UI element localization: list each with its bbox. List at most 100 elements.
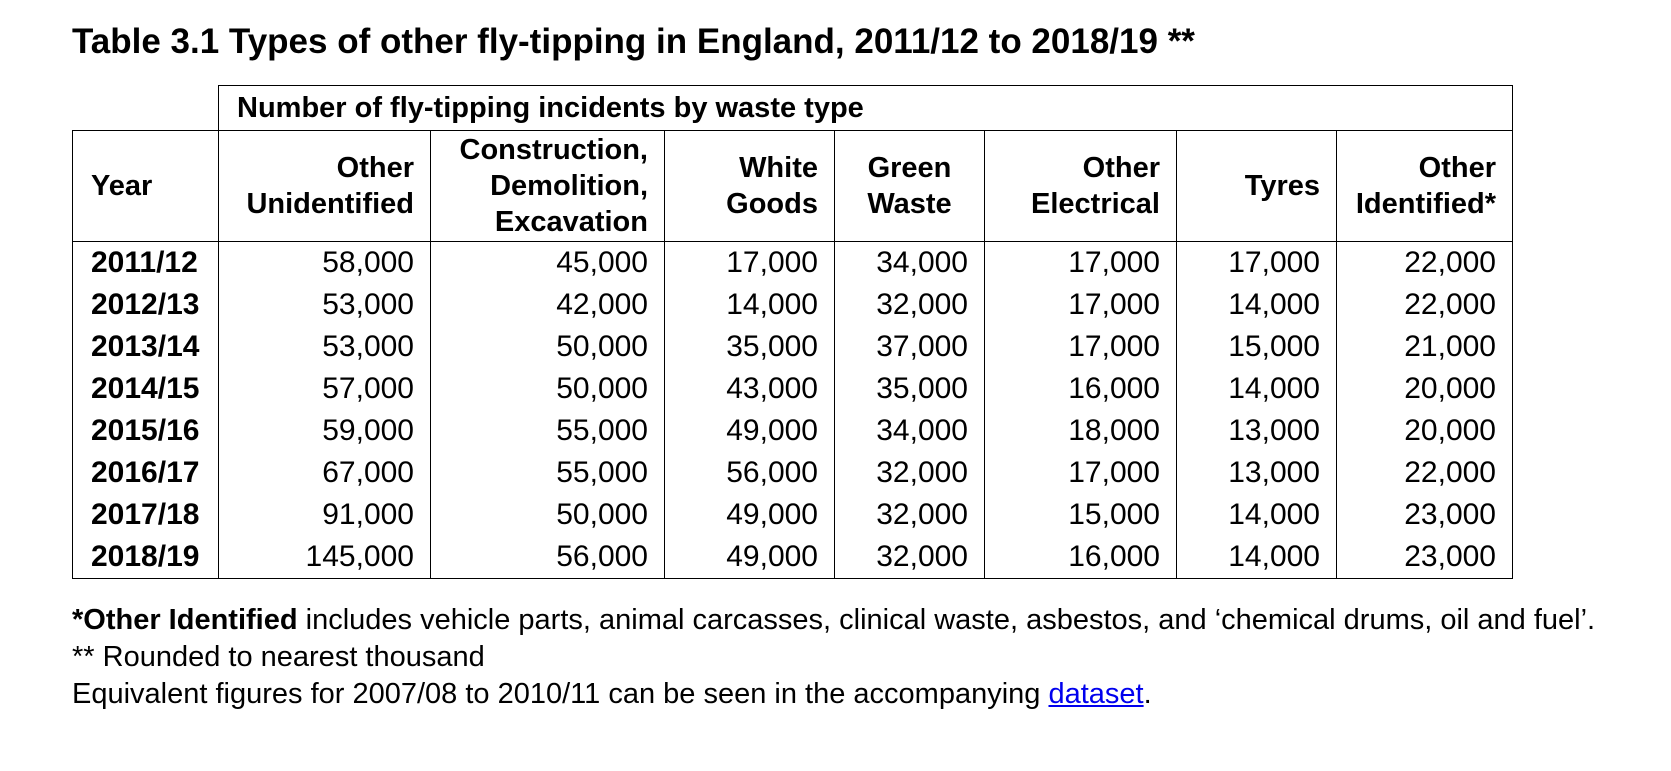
table-row: 2013/14 53,000 50,000 35,000 37,000 17,000 15,… bbox=[72, 326, 1513, 368]
note-bold-term: *Other Identified bbox=[72, 604, 298, 636]
value-cell: 21,000 bbox=[1336, 326, 1513, 368]
year-cell: 2018/19 bbox=[72, 536, 219, 579]
value-cell: 14,000 bbox=[1176, 368, 1337, 410]
note-other-identified: *Other Identified includes vehicle parts… bbox=[72, 602, 1632, 639]
col-header-line: Unidentified bbox=[246, 188, 414, 220]
col-header-line: Electrical bbox=[1031, 188, 1160, 220]
value-cell: 17,000 bbox=[1176, 241, 1337, 284]
note-text: includes vehicle parts, animal carcasses… bbox=[297, 604, 1596, 636]
value-cell: 22,000 bbox=[1336, 284, 1513, 326]
value-cell: 58,000 bbox=[218, 241, 431, 284]
column-header-row: Year Other Unidentified Construction, De… bbox=[72, 130, 1513, 242]
value-cell: 14,000 bbox=[1176, 284, 1337, 326]
year-cell: 2017/18 bbox=[72, 494, 219, 536]
value-cell: 20,000 bbox=[1336, 410, 1513, 452]
value-cell: 34,000 bbox=[834, 241, 985, 284]
value-cell: 17,000 bbox=[984, 452, 1177, 494]
value-cell: 56,000 bbox=[430, 536, 665, 579]
col-header-other-unidentified: Other Unidentified bbox=[218, 130, 431, 242]
value-cell: 55,000 bbox=[430, 410, 665, 452]
dataset-link[interactable]: dataset bbox=[1048, 678, 1144, 710]
col-header-white-goods: White Goods bbox=[664, 130, 835, 242]
value-cell: 14,000 bbox=[664, 284, 835, 326]
col-header-line: Other bbox=[1082, 152, 1160, 184]
group-header: Number of fly-tipping incidents by waste… bbox=[218, 85, 1513, 131]
col-header-line: Identified* bbox=[1355, 188, 1496, 220]
value-cell: 32,000 bbox=[834, 536, 985, 579]
value-cell: 14,000 bbox=[1176, 536, 1337, 579]
table-title: Table 3.1 Types of other fly-tipping in … bbox=[72, 22, 1195, 62]
year-cell: 2011/12 bbox=[72, 241, 219, 284]
value-cell: 49,000 bbox=[664, 536, 835, 579]
notes: *Other Identified includes vehicle parts… bbox=[72, 602, 1632, 713]
value-cell: 16,000 bbox=[984, 536, 1177, 579]
value-cell: 145,000 bbox=[218, 536, 431, 579]
value-cell: 14,000 bbox=[1176, 494, 1337, 536]
value-cell: 17,000 bbox=[664, 241, 835, 284]
value-cell: 32,000 bbox=[834, 494, 985, 536]
value-cell: 56,000 bbox=[664, 452, 835, 494]
table-row: 2018/19 145,000 56,000 49,000 32,000 16,000 14… bbox=[72, 536, 1513, 579]
value-cell: 57,000 bbox=[218, 368, 431, 410]
value-cell: 50,000 bbox=[430, 368, 665, 410]
value-cell: 34,000 bbox=[834, 410, 985, 452]
table-row: 2011/12 58,000 45,000 17,000 34,000 17,000 17,… bbox=[72, 241, 1513, 284]
value-cell: 13,000 bbox=[1176, 410, 1337, 452]
value-cell: 15,000 bbox=[984, 494, 1177, 536]
value-cell: 45,000 bbox=[430, 241, 665, 284]
value-cell: 15,000 bbox=[1176, 326, 1337, 368]
value-cell: 17,000 bbox=[984, 326, 1177, 368]
value-cell: 16,000 bbox=[984, 368, 1177, 410]
col-header-construction: Construction, Demolition, Excavation bbox=[430, 130, 665, 242]
col-header-tyres: Tyres bbox=[1176, 130, 1337, 242]
value-cell: 13,000 bbox=[1176, 452, 1337, 494]
table-row: 2014/15 57,000 50,000 43,000 35,000 16,000 14,… bbox=[72, 368, 1513, 410]
value-cell: 55,000 bbox=[430, 452, 665, 494]
value-cell: 23,000 bbox=[1336, 536, 1513, 579]
col-header-other-identified: Other Identified* bbox=[1336, 130, 1513, 242]
col-header-line: Waste bbox=[867, 188, 952, 220]
value-cell: 18,000 bbox=[984, 410, 1177, 452]
value-cell: 53,000 bbox=[218, 284, 431, 326]
col-header-line: Construction, bbox=[459, 134, 649, 166]
value-cell: 20,000 bbox=[1336, 368, 1513, 410]
col-header-line: Excavation bbox=[494, 206, 648, 238]
value-cell: 22,000 bbox=[1336, 452, 1513, 494]
title-text: Table 3.1 Types of other fly-tipping in … bbox=[72, 22, 1158, 61]
value-cell: 67,000 bbox=[218, 452, 431, 494]
value-cell: 17,000 bbox=[984, 284, 1177, 326]
note-end: . bbox=[1143, 678, 1152, 710]
col-header-line: Other bbox=[336, 152, 414, 184]
col-header-line: Goods bbox=[726, 188, 818, 220]
col-header-green-waste: Green Waste bbox=[834, 130, 985, 242]
note-text: Equivalent figures for 2007/08 to 2010/1… bbox=[72, 678, 1049, 710]
col-header-line: Green bbox=[867, 152, 952, 184]
value-cell: 35,000 bbox=[664, 326, 835, 368]
value-cell: 22,000 bbox=[1336, 241, 1513, 284]
value-cell: 37,000 bbox=[834, 326, 985, 368]
value-cell: 50,000 bbox=[430, 494, 665, 536]
value-cell: 49,000 bbox=[664, 494, 835, 536]
table-row: 2017/18 91,000 50,000 49,000 32,000 15,000 14,… bbox=[72, 494, 1513, 536]
year-cell: 2012/13 bbox=[72, 284, 219, 326]
value-cell: 50,000 bbox=[430, 326, 665, 368]
value-cell: 53,000 bbox=[218, 326, 431, 368]
table-row: 2012/13 53,000 42,000 14,000 32,000 17,000 14,… bbox=[72, 284, 1513, 326]
value-cell: 32,000 bbox=[834, 284, 985, 326]
year-cell: 2014/15 bbox=[72, 368, 219, 410]
table-body: 2011/12 58,000 45,000 17,000 34,000 17,000 17,… bbox=[72, 241, 1513, 579]
value-cell: 42,000 bbox=[430, 284, 665, 326]
col-header-line: Tyres bbox=[1244, 170, 1320, 202]
year-header: Year bbox=[72, 130, 219, 242]
group-header-row: Number of fly-tipping incidents by waste… bbox=[73, 85, 1513, 131]
col-header-line: White bbox=[739, 152, 818, 184]
table-row: 2015/16 59,000 55,000 49,000 34,000 18,000 13,… bbox=[72, 410, 1513, 452]
value-cell: 43,000 bbox=[664, 368, 835, 410]
value-cell: 59,000 bbox=[218, 410, 431, 452]
fly-tipping-table: Number of fly-tipping incidents by waste… bbox=[72, 85, 1513, 579]
value-cell: 23,000 bbox=[1336, 494, 1513, 536]
value-cell: 35,000 bbox=[834, 368, 985, 410]
value-cell: 49,000 bbox=[664, 410, 835, 452]
value-cell: 17,000 bbox=[984, 241, 1177, 284]
value-cell: 32,000 bbox=[834, 452, 985, 494]
